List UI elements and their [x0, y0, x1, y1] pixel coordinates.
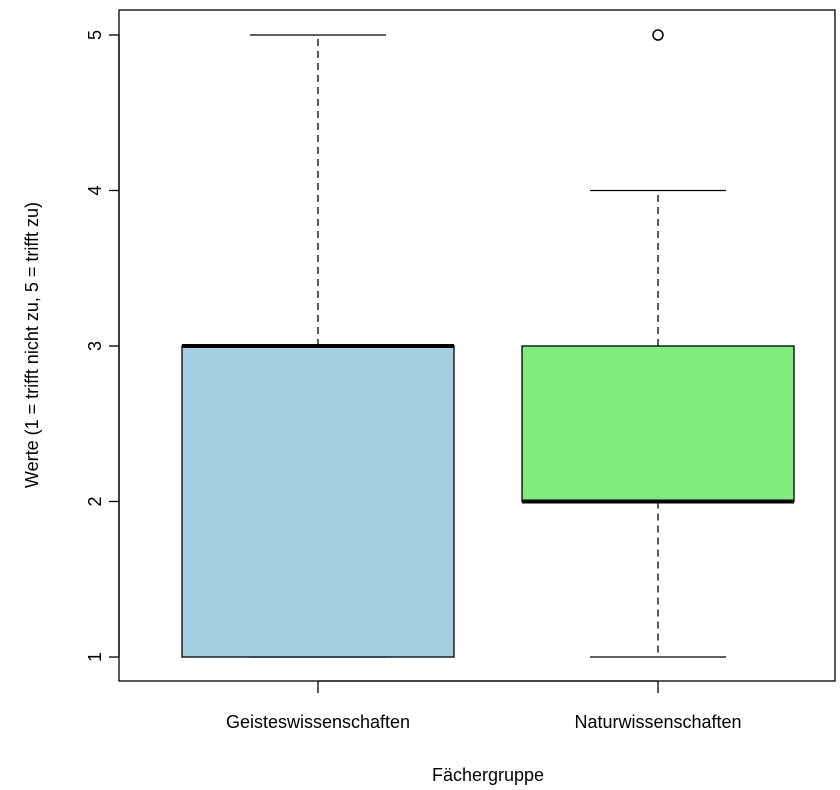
- y-tick-label-3: 3: [85, 341, 105, 351]
- boxes: [181, 29, 795, 658]
- x-axis-title: Fächergruppe: [432, 765, 544, 785]
- outlier-1-0: [652, 29, 664, 41]
- y-axis-title: Werte (1 = trifft nicht zu, 5 = trifft z…: [22, 202, 42, 488]
- box-rect-0: [181, 345, 455, 658]
- y-tick-label-2: 2: [85, 496, 105, 506]
- box-1: [521, 29, 795, 658]
- y-tick-label-1: 1: [85, 652, 105, 662]
- box-0: [181, 34, 455, 658]
- y-axis: 1 2 3 4 5: [85, 30, 120, 662]
- box-rect-1: [521, 345, 795, 503]
- y-tick-label-5: 5: [85, 30, 105, 40]
- x-axis: Geisteswissenschaften Naturwissenschaften: [226, 680, 742, 732]
- y-tick-label-4: 4: [85, 185, 105, 195]
- x-tick-label-1: Naturwissenschaften: [574, 712, 741, 732]
- x-tick-label-0: Geisteswissenschaften: [226, 712, 410, 732]
